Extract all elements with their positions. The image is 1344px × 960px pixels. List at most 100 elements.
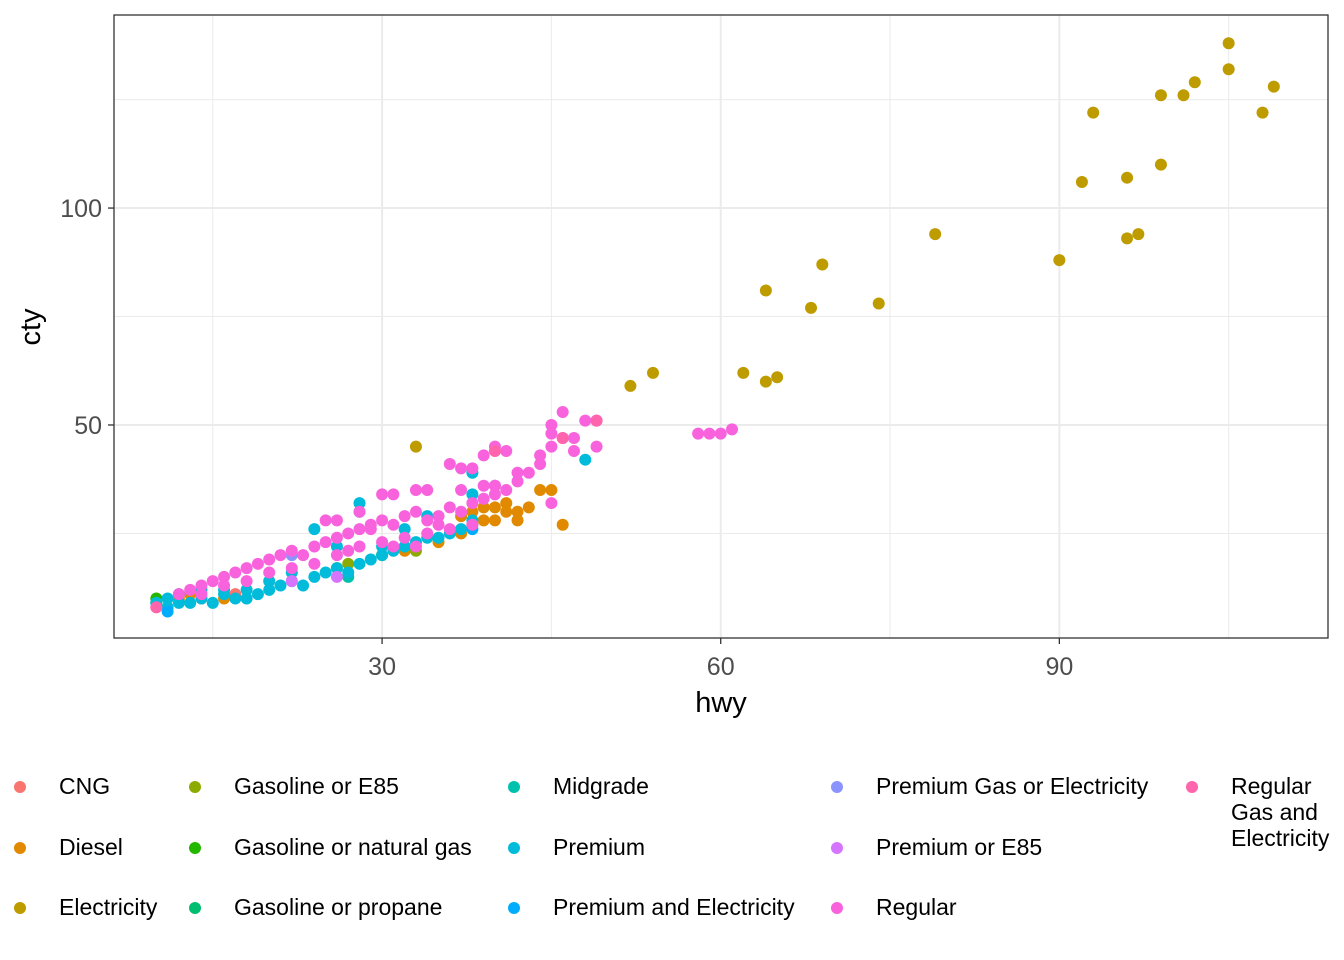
data-point-regular	[443, 523, 456, 536]
legend-item: Premium and Electricity	[508, 894, 795, 921]
legend-label: Premium Gas or Electricity	[876, 773, 1149, 799]
data-point-regular	[342, 544, 355, 557]
data-point-premium	[161, 592, 174, 605]
data-point-diesel	[534, 484, 547, 497]
data-point-diesel	[511, 514, 524, 527]
data-point-regular	[263, 553, 276, 566]
data-point-regular	[432, 518, 445, 531]
data-point-electricity	[1256, 106, 1269, 119]
data-point-diesel	[488, 514, 501, 527]
data-point-regular	[726, 423, 739, 436]
data-point-regular	[488, 479, 501, 492]
data-point-regular-gas-and-electricity	[488, 445, 501, 458]
data-point-premium	[229, 592, 242, 605]
data-point-diesel	[466, 505, 479, 518]
data-point-regular	[376, 536, 389, 549]
data-point-premium	[297, 579, 310, 592]
data-point-regular	[477, 449, 490, 462]
data-point-regular	[455, 462, 468, 475]
data-point-premium	[263, 583, 276, 596]
data-point-regular	[567, 431, 580, 444]
data-point-regular	[545, 440, 558, 453]
legend-key-dot-icon	[508, 902, 520, 914]
data-point-premium	[398, 540, 411, 553]
data-point-regular	[432, 510, 445, 523]
data-point-regular-gas-and-electricity	[590, 414, 603, 427]
data-point-regular	[218, 570, 231, 583]
legend-item: Premium	[508, 834, 645, 861]
data-point-regular	[421, 514, 434, 527]
gridlines	[114, 15, 1328, 638]
data-point-premium	[353, 497, 366, 510]
data-point-premium	[376, 549, 389, 562]
legend-key-dot-icon	[189, 902, 201, 914]
data-point-regular	[285, 544, 298, 557]
data-point-premium	[353, 557, 366, 570]
legend-label: Premium or E85	[876, 834, 1043, 860]
data-point-regular	[195, 588, 208, 601]
data-point-regular	[364, 523, 377, 536]
data-point-regular	[263, 566, 276, 579]
data-point-regular	[455, 484, 468, 497]
legend-key-dot-icon	[189, 781, 201, 793]
data-point-electricity	[624, 379, 637, 392]
data-point-electricity	[1053, 254, 1066, 267]
legend-label: Diesel	[59, 834, 123, 860]
data-point-regular	[590, 440, 603, 453]
data-point-electricity	[759, 375, 772, 388]
data-point-regular	[477, 479, 490, 492]
data-point-premium	[206, 596, 219, 609]
data-point-premium	[308, 570, 321, 583]
data-point-electricity	[1222, 37, 1235, 50]
data-point-regular	[556, 405, 569, 418]
data-point-diesel	[511, 505, 524, 518]
data-point-regular	[409, 540, 422, 553]
axes: 30 60 90 50 100	[60, 195, 1073, 681]
data-point-electricity	[646, 366, 659, 379]
data-point-regular	[330, 514, 343, 527]
data-point-regular	[511, 475, 524, 488]
legend-label: Electricity	[59, 894, 158, 920]
data-point-regular	[218, 579, 231, 592]
data-point-premium	[342, 566, 355, 579]
data-point-electricity	[1154, 89, 1167, 102]
data-point-regular	[466, 497, 479, 510]
data-point-electricity	[1075, 176, 1088, 189]
y-axis-title: cty	[15, 308, 47, 346]
data-point-regular	[522, 466, 535, 479]
legend-key-dot-icon	[508, 781, 520, 793]
data-point-electricity	[737, 366, 750, 379]
data-point-regular	[387, 540, 400, 553]
data-point-electricity	[1087, 106, 1100, 119]
data-point-electricity	[1132, 228, 1145, 241]
data-point-electricity	[1121, 171, 1134, 184]
data-point-diesel	[477, 514, 490, 527]
data-point-premium	[240, 583, 253, 596]
data-point-premium	[364, 553, 377, 566]
data-point-regular	[376, 514, 389, 527]
data-point-regular	[545, 427, 558, 440]
legend-item: Diesel	[14, 834, 123, 861]
data-point-regular	[319, 536, 332, 549]
legend-item: Gasoline or propane	[189, 894, 443, 921]
data-point-regular	[387, 488, 400, 501]
legend-item: Gasoline or natural gas	[189, 834, 472, 861]
legend-key-dot-icon	[831, 781, 843, 793]
data-point-electricity	[1177, 89, 1190, 102]
data-point-regular	[206, 575, 219, 588]
data-point-premium	[251, 588, 264, 601]
data-point-regular	[421, 527, 434, 540]
data-point-premium	[455, 523, 468, 536]
data-point-electricity	[771, 371, 784, 384]
data-point-regular	[330, 549, 343, 562]
data-point-premium	[330, 540, 343, 553]
data-point-gasoline-or-e85	[342, 557, 355, 570]
data-point-regular	[477, 492, 490, 505]
legend-item: Electricity	[14, 894, 158, 921]
legend-label: Gasoline or propane	[234, 894, 443, 920]
legend-key-dot-icon	[1186, 781, 1198, 793]
legend-key-dot-icon	[14, 781, 26, 793]
data-point-regular	[274, 549, 287, 562]
data-point-regular	[297, 549, 310, 562]
